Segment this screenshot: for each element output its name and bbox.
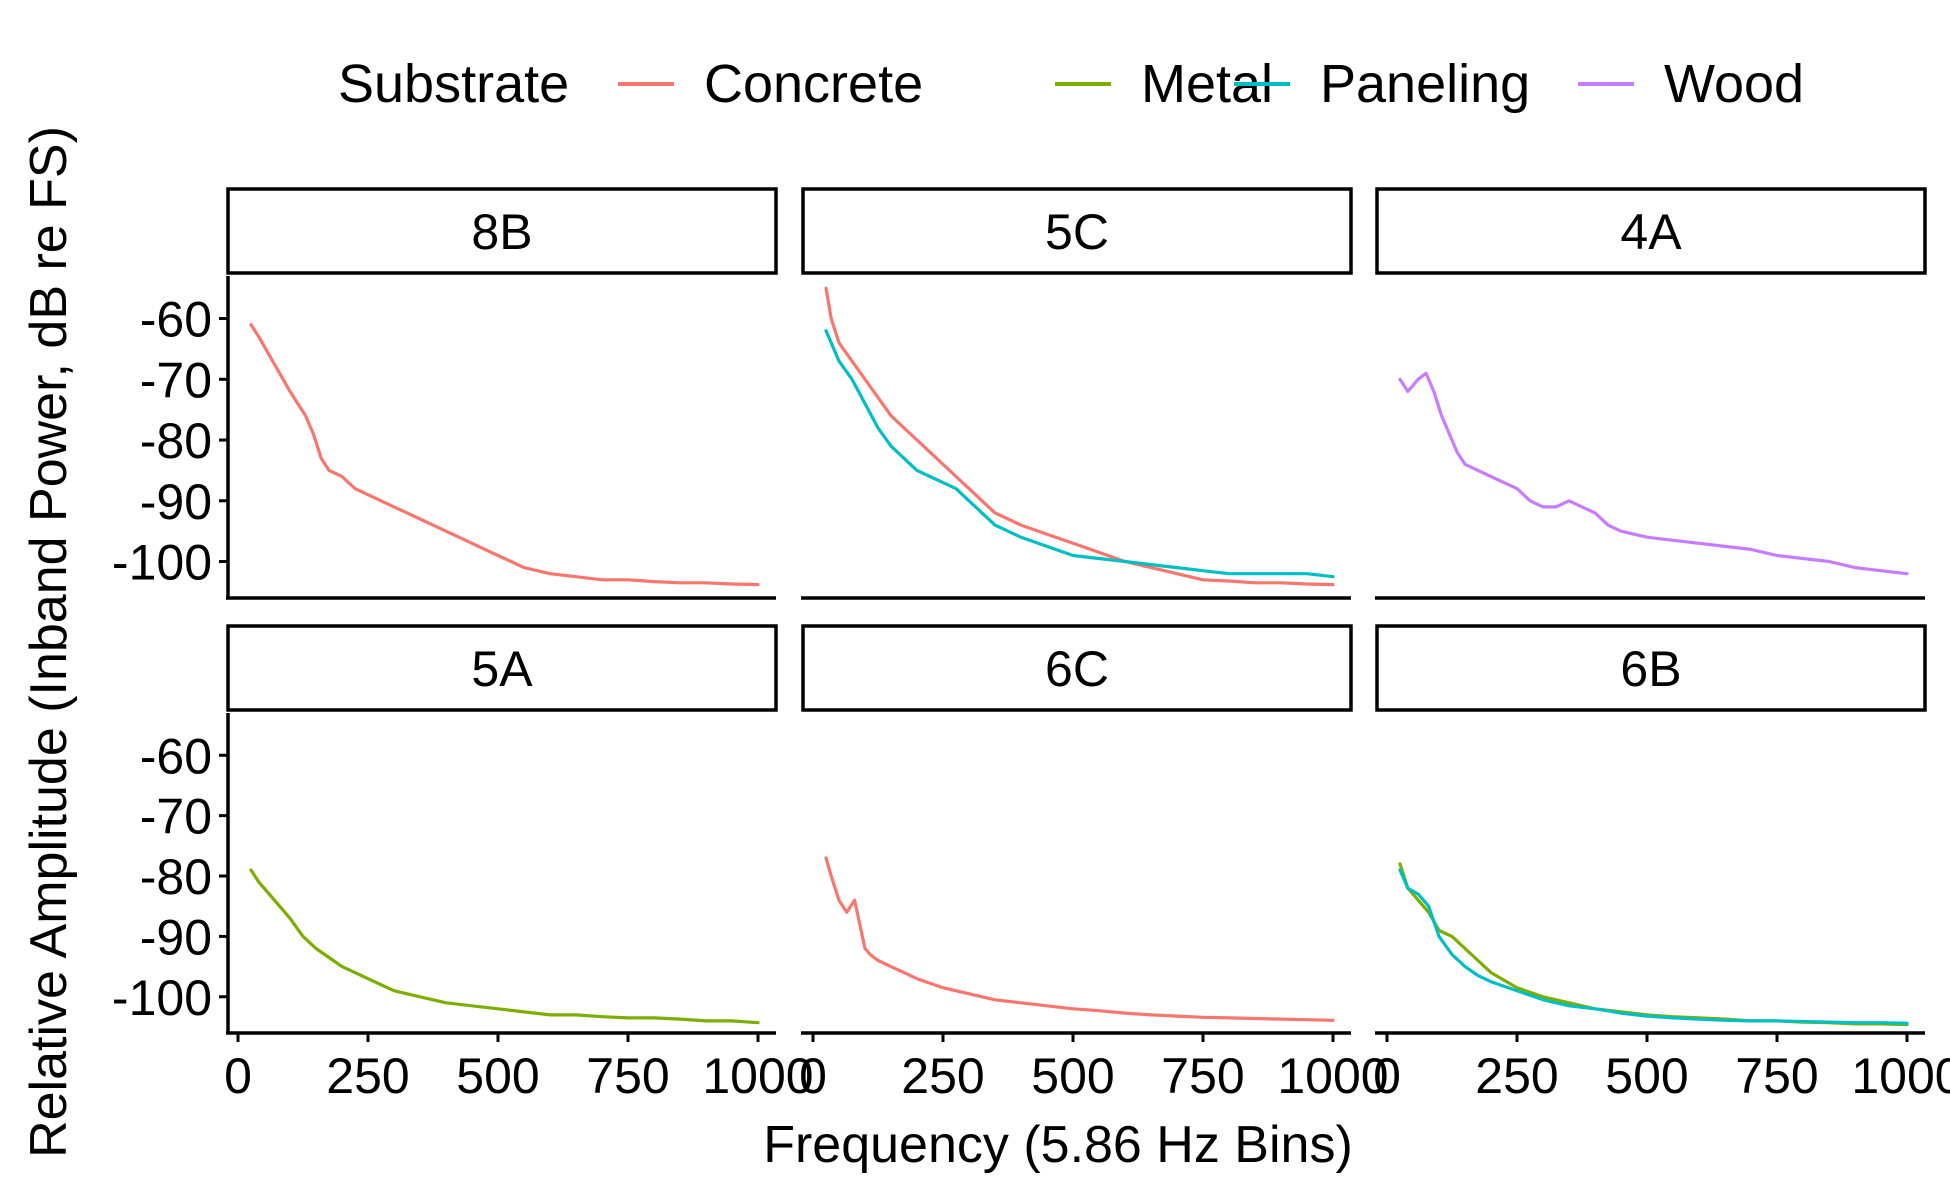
panel-6c: 6C 0 250 500 750 1000	[799, 624, 1389, 1104]
panel-strip-label: 8B	[471, 204, 532, 260]
series-line-paneling	[1398, 868, 1909, 1025]
x-tick-label: 0	[1373, 1048, 1401, 1104]
x-axis-title: Frequency (5.86 Hz Bins)	[763, 1116, 1353, 1174]
y-tick-label: -90	[140, 909, 212, 965]
x-tick-label: 500	[1031, 1048, 1114, 1104]
series-line-metal	[249, 868, 760, 1025]
panel-strip-label: 4A	[1620, 204, 1682, 260]
y-tick-label: -80	[140, 413, 212, 469]
panel-strip-label: 6C	[1045, 641, 1109, 697]
panel-5c: 5C	[801, 187, 1353, 600]
panel-strip	[801, 187, 1353, 275]
panel-strip	[226, 624, 778, 712]
panel-5a: 5A -60-70-80-90-1000 250 500 750 1000	[112, 624, 814, 1104]
series-line-paneling	[824, 329, 1335, 579]
x-tick-label: 1000	[1851, 1048, 1950, 1104]
legend-label-wood: Wood	[1664, 54, 1804, 114]
panel-8b: 8B -60-70-80-90-100	[112, 187, 778, 600]
legend-entry-wood: Wood	[1578, 54, 1804, 114]
x-tick-label: 750	[1161, 1048, 1244, 1104]
panel-4a: 4A	[1375, 187, 1927, 600]
panel-strip	[801, 624, 1353, 712]
x-tick-label: 1000	[702, 1048, 813, 1104]
x-tick-label: 500	[1605, 1048, 1688, 1104]
legend-title: Substrate	[338, 54, 569, 114]
y-tick-label: -80	[140, 849, 212, 905]
x-tick-label: 500	[456, 1048, 539, 1104]
x-tick-label: 0	[224, 1048, 252, 1104]
legend-label-paneling: Paneling	[1320, 54, 1530, 114]
y-tick-label: -100	[112, 970, 212, 1026]
x-tick-label: 750	[586, 1048, 669, 1104]
legend-entry-paneling: Paneling	[1234, 54, 1530, 114]
legend: Substrate Concrete Metal Paneling Wood	[338, 54, 1804, 114]
y-tick-label: -100	[112, 535, 212, 591]
x-tick-label: 250	[901, 1048, 984, 1104]
y-tick-label: -90	[140, 474, 212, 530]
series-line-concrete	[824, 286, 1335, 587]
panel-strip-label: 5C	[1045, 204, 1109, 260]
legend-label-concrete: Concrete	[704, 54, 923, 114]
panel-strip	[1375, 624, 1927, 712]
panel-strip	[1375, 187, 1927, 275]
x-tick-label: 250	[1475, 1048, 1558, 1104]
series-line-concrete	[249, 323, 760, 587]
legend-entry-concrete: Concrete	[618, 54, 923, 114]
legend-entries: Concrete Metal Paneling Wood	[618, 54, 1804, 114]
x-tick-label: 0	[799, 1048, 827, 1104]
panel-strip-label: 6B	[1620, 641, 1681, 697]
x-tick-label: 250	[326, 1048, 409, 1104]
series-line-metal	[1398, 862, 1909, 1027]
panel-strip	[226, 187, 778, 275]
y-axis-title: Relative Amplitude (Inband Power, dB re …	[20, 126, 78, 1158]
y-tick-label: -60	[140, 292, 212, 348]
y-tick-label: -70	[140, 789, 212, 845]
y-tick-label: -60	[140, 728, 212, 784]
x-tick-label: 1000	[1277, 1048, 1388, 1104]
y-tick-label: -70	[140, 352, 212, 408]
panel-6b: 6B 0 250 500 750 1000	[1373, 624, 1950, 1104]
panel-strip-label: 5A	[471, 641, 533, 697]
x-tick-label: 750	[1735, 1048, 1818, 1104]
series-line-wood	[1398, 371, 1909, 576]
series-line-concrete	[824, 856, 1335, 1022]
